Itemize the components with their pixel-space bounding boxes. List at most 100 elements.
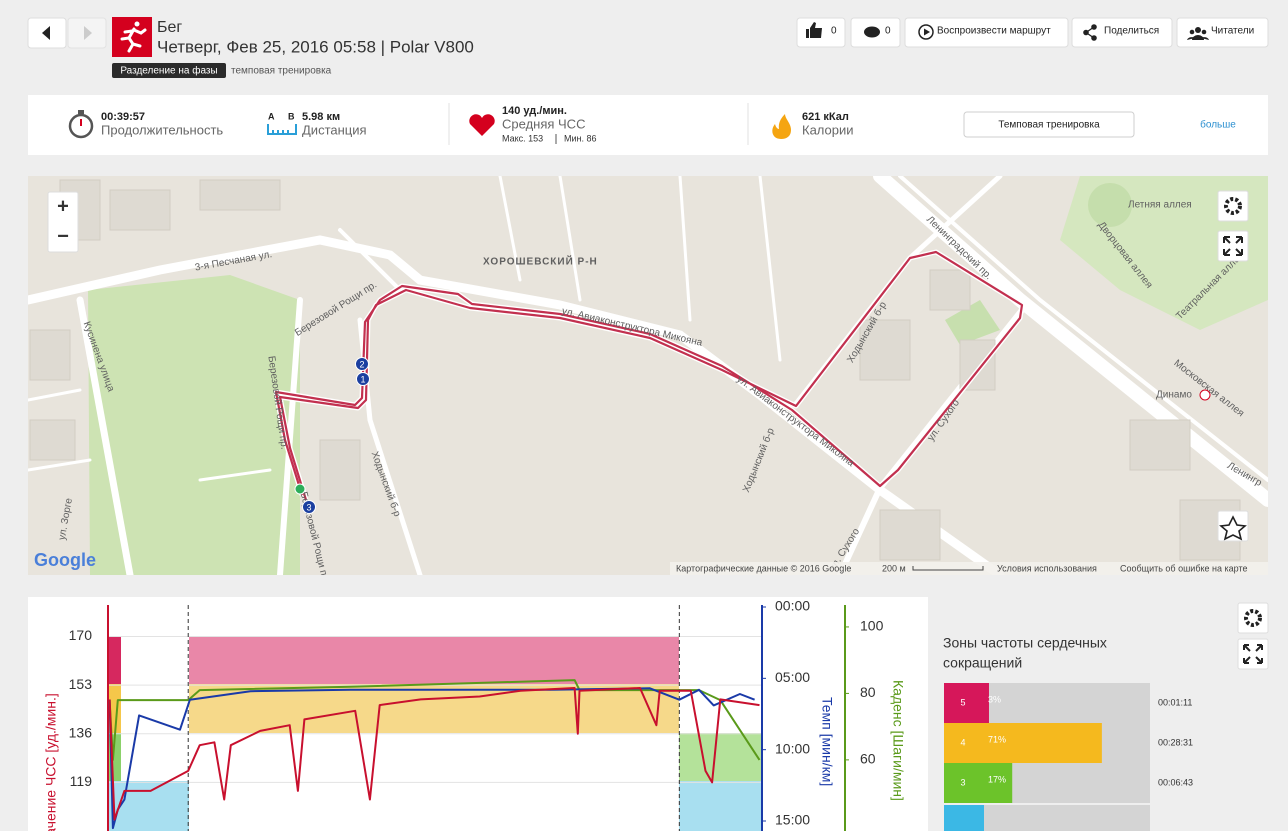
runner-figure — [120, 21, 147, 53]
map[interactable]: 3-я Песчаная ул. ХОРОШЕВСКИЙ Р-Н Березов… — [28, 176, 1268, 585]
y3-tick-label: 80 — [860, 684, 876, 700]
star-icon — [1219, 515, 1247, 541]
lap-marker[interactable] — [302, 500, 316, 514]
park — [88, 275, 300, 575]
heart-icon — [469, 114, 495, 136]
hr-max: Макс. 153 — [502, 133, 543, 143]
park — [1088, 183, 1132, 227]
map-scale: 200 м — [882, 563, 906, 573]
buildings — [29, 179, 1241, 561]
terms-link[interactable]: Условия использования — [997, 563, 1097, 573]
zone-time: 00:01:11 — [1158, 697, 1192, 707]
stopwatch-icon — [68, 110, 94, 139]
activity-datetime: Четверг, Фев 25, 2016 05:58 | Polar V800 — [157, 37, 474, 56]
metro-icon — [1199, 389, 1211, 401]
attribution-bg — [670, 562, 1268, 575]
lap-marker[interactable] — [356, 372, 370, 386]
lap-marker-label: 2 — [359, 359, 364, 369]
y3-tick-label: 100 — [860, 618, 884, 634]
comment-icon — [864, 26, 880, 38]
attribution: Картографические данные © 2016 Google — [676, 563, 851, 573]
followers-label: Читатели — [1211, 26, 1254, 37]
y3-tick-label: 60 — [860, 751, 876, 767]
zone-percent: 3% — [988, 694, 1001, 704]
replay-label: Воспроизвести маршрут — [937, 26, 1051, 37]
zone-band — [189, 684, 679, 733]
zone-band — [189, 636, 679, 684]
zone-band — [108, 781, 189, 831]
map-settings-button[interactable] — [1217, 190, 1249, 222]
lap-marker-label: 1 — [360, 374, 365, 384]
comment-count: 0 — [885, 26, 891, 37]
y2-tick-label: 05:00 — [775, 669, 810, 685]
district-label: ХОРОШЕВСКИЙ Р-Н — [483, 255, 598, 268]
replay-button[interactable] — [904, 17, 1069, 48]
followers-icon — [1187, 27, 1209, 40]
y-tick-label: 136 — [69, 724, 93, 740]
metro-label: Динамо — [1156, 390, 1192, 401]
zone-bar — [944, 683, 989, 723]
share-label: Поделиться — [1104, 26, 1159, 37]
start-marker — [294, 483, 306, 495]
target-zones — [108, 636, 762, 831]
zone-band — [108, 636, 121, 684]
zone-number: 5 — [960, 697, 965, 707]
favorite-button[interactable] — [1217, 510, 1249, 542]
calories-label: Калории — [802, 122, 854, 137]
y2-tick-label: 00:00 — [775, 598, 810, 614]
report-link[interactable]: Сообщить об ошибке на карте — [1120, 563, 1247, 573]
activity-name: Бег — [157, 19, 182, 36]
zone-band — [679, 733, 762, 781]
scale-bar — [912, 566, 984, 571]
map-logo: Google — [34, 550, 96, 570]
chart-panel: 170 153 136 119 00:00 05:00 10:00 15:00 100 80 60 З… — [28, 597, 928, 831]
distance-label: Дистанция — [302, 122, 367, 137]
y-tick-label: 170 — [69, 627, 93, 643]
zone-band — [679, 781, 762, 831]
chart-fullscreen-button[interactable] — [1237, 638, 1269, 670]
y-axis-label: Значение ЧСС [уд./мин.] — [43, 693, 59, 831]
duration-label: Продолжительность — [101, 122, 223, 137]
zoom-out[interactable]: − — [57, 225, 69, 247]
sport-profile-button[interactable] — [963, 111, 1135, 138]
hr-label: Средняя ЧСС — [502, 116, 585, 131]
forward-icon — [84, 26, 92, 40]
like-count: 0 — [831, 26, 837, 37]
phase-badge: Разделение на фазы — [120, 65, 217, 77]
ruler-icon — [267, 124, 297, 135]
point-a: A — [268, 111, 275, 121]
point-b: B — [288, 111, 295, 121]
zones-title: сокращений — [943, 655, 1022, 671]
zone-percent: 71% — [988, 734, 1006, 744]
fullscreen-button[interactable] — [1217, 230, 1249, 262]
zoom-in[interactable]: + — [57, 195, 69, 217]
gear-icon — [1224, 197, 1242, 215]
play-icon — [918, 24, 934, 40]
street-label: Летняя аллея — [1128, 200, 1192, 211]
lap-marker[interactable] — [355, 357, 369, 371]
like-icon — [806, 22, 822, 38]
y2-tick-label: 15:00 — [775, 812, 810, 828]
more-link[interactable]: больше — [1200, 119, 1236, 131]
hr-min: Мин. 86 — [564, 133, 597, 143]
y2-axis-label: Темп [мин/км] — [819, 697, 835, 786]
chart-settings-button[interactable] — [1237, 602, 1269, 634]
y-tick-label: 119 — [70, 773, 93, 789]
sport-icon — [112, 17, 152, 57]
distance-value: 5.98 км — [302, 111, 340, 123]
lap-marker-label: 3 — [306, 502, 311, 512]
calories-value: 621 кКал — [802, 111, 849, 123]
share-button[interactable] — [1071, 17, 1173, 48]
hr-value: 140 уд./мин. — [502, 105, 567, 117]
share-icon — [1083, 24, 1097, 41]
data-line — [108, 687, 755, 830]
y3-axis-label: Каденс [Шаги/мин] — [890, 680, 906, 801]
badge-bg — [112, 63, 226, 78]
zone-bar — [944, 763, 1013, 803]
y2-tick-label: 10:00 — [775, 740, 810, 756]
zone-time: 00:06:43 — [1158, 777, 1193, 787]
zone-time: 00:28:31 — [1158, 737, 1193, 747]
fullscreen-icon — [1243, 644, 1263, 664]
